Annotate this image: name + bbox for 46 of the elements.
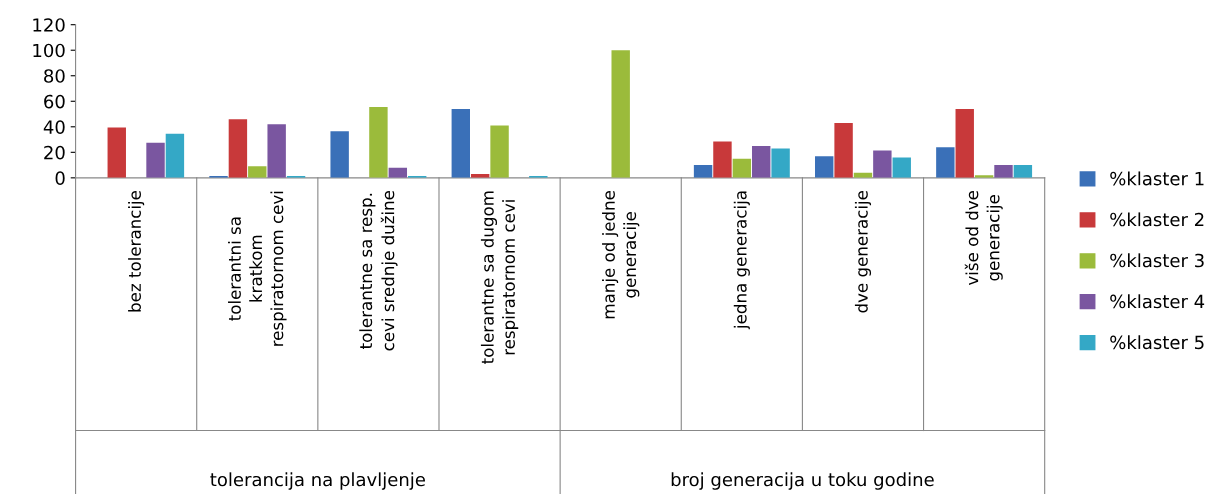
bar [815,156,834,178]
legend-label: %klaster 4 [1110,294,1205,309]
y-tick-label: 20 [44,145,65,160]
bar [834,122,853,178]
x-tick-label: manje od jedne generacije [602,190,640,319]
x-tick-label: tolerantne sa dugom respiratornom cevi [480,191,519,364]
bar [892,157,911,178]
x-tick-label: tolerantni sa kratkom respiratornom cevi [228,191,287,346]
bar [228,119,248,178]
legend-label: %klaster 5 [1110,335,1204,350]
bar [146,142,165,178]
bar [611,50,630,178]
bar [936,147,955,178]
bar [330,131,349,178]
y-tick-label: 40 [43,120,65,134]
text: broj generacija u toku godine [671,472,934,490]
bar [713,141,732,178]
bar [693,165,713,178]
y-tick-label: 100 [33,43,65,58]
legend-label: %klaster 1 [1110,171,1204,186]
x-tick-label: dve generacije [854,190,872,313]
bar [1013,165,1033,178]
bar [490,125,509,178]
bar [771,148,790,178]
bar [248,166,267,178]
bar [107,127,126,178]
x-tick-label: tolerantne sa resp. cevi srednje dužine [359,190,398,351]
bar [369,107,388,178]
y-tick-label: 0 [55,171,65,185]
legend-label: %klaster 2 [1110,212,1204,227]
bar [752,145,771,178]
x-tick-label: više od dve generacije [964,190,1003,286]
bar [955,108,974,178]
bar [873,150,892,178]
bar [451,108,470,178]
y-tick-label: 60 [44,94,65,109]
bar [165,133,185,178]
bar [732,158,752,178]
legend-label: %klaster 3 [1110,253,1204,268]
text: tolerancija na plavljenje [210,472,425,490]
x-tick-label: bez tolerancije [128,190,145,312]
x-tick-label: jedna generacija [733,191,750,330]
y-tick-label: 80 [44,69,65,83]
y-tick-label: 120 [33,18,65,32]
bar [994,165,1013,178]
bar [267,124,286,178]
